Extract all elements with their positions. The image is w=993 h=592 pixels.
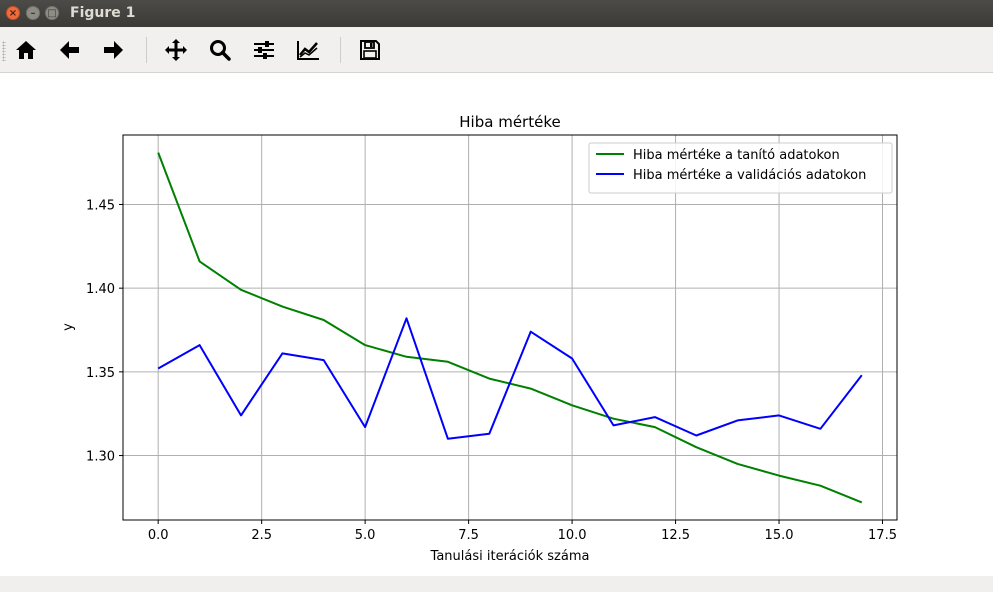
y-tick-label: 1.40 (86, 282, 115, 297)
x-tick-label: 5.0 (355, 528, 376, 543)
toolbar-separator (146, 37, 147, 63)
sliders-icon (254, 41, 274, 59)
window-close-button[interactable]: × (6, 6, 20, 20)
y-tick-label: 1.35 (86, 366, 115, 381)
legend-label-validation: Hiba mértéke a validációs adatokon (633, 168, 866, 183)
x-tick-label: 7.5 (458, 528, 479, 543)
arrow-left-icon (60, 41, 79, 59)
window-minimize-button[interactable]: – (26, 6, 40, 20)
save-button[interactable] (355, 35, 385, 65)
magnifier-icon (210, 40, 231, 61)
legend: Hiba mértéke a tanító adatokon Hiba mért… (588, 142, 893, 194)
x-axis-label: Tanulási iterációk száma (430, 549, 590, 564)
ticks: 0.0 2.5 5.0 7.5 10.0 12.5 15.0 17.5 1.30 1.35 1.40… (86, 198, 897, 543)
x-tick-label: 10.0 (558, 528, 587, 543)
window-maximize-button[interactable]: □ (45, 6, 59, 20)
forward-button[interactable] (98, 35, 128, 65)
series-line-validation (157, 317, 863, 440)
home-icon (16, 41, 36, 59)
line-chart: 0.0 2.5 5.0 7.5 10.0 12.5 15.0 17.5 1.30 1.35 1.40… (61, 113, 898, 564)
x-tick-label: 17.5 (868, 528, 897, 543)
legend-label-train: Hiba mértéke a tanító adatokon (633, 148, 840, 163)
line-chart-icon (297, 41, 319, 60)
back-button[interactable] (55, 35, 85, 65)
subplots-button[interactable] (249, 35, 279, 65)
x-tick-label: 2.5 (251, 528, 272, 543)
arrow-right-icon (104, 41, 123, 59)
chart-title: Hiba mértéke (459, 113, 560, 131)
grid (123, 135, 897, 520)
home-button[interactable] (11, 35, 41, 65)
legend-box (588, 142, 893, 194)
x-tick-label: 0.0 (148, 528, 169, 543)
y-tick-label: 1.30 (86, 450, 115, 465)
axes-frame (122, 134, 898, 521)
x-tick-label: 12.5 (661, 528, 690, 543)
move-icon (165, 39, 187, 61)
edit-axes-button[interactable] (293, 35, 323, 65)
window-titlebar[interactable]: × – □ Figure 1 (0, 0, 993, 27)
pan-button[interactable] (161, 35, 191, 65)
toolbar (0, 27, 993, 73)
zoom-button[interactable] (205, 35, 235, 65)
toolbar-separator (340, 37, 341, 63)
y-tick-label: 1.45 (86, 198, 115, 213)
x-tick-label: 15.0 (765, 528, 794, 543)
status-bar (0, 576, 993, 592)
floppy-disk-icon (360, 40, 380, 60)
figure-canvas[interactable]: 0.0 2.5 5.0 7.5 10.0 12.5 15.0 17.5 1.30 1.35 1.40… (0, 73, 993, 576)
series-line-train (157, 152, 863, 504)
y-axis-label: y (61, 323, 76, 331)
toolbar-grip[interactable] (2, 41, 6, 61)
window-title: Figure 1 (70, 5, 136, 21)
series-layer (157, 152, 863, 504)
